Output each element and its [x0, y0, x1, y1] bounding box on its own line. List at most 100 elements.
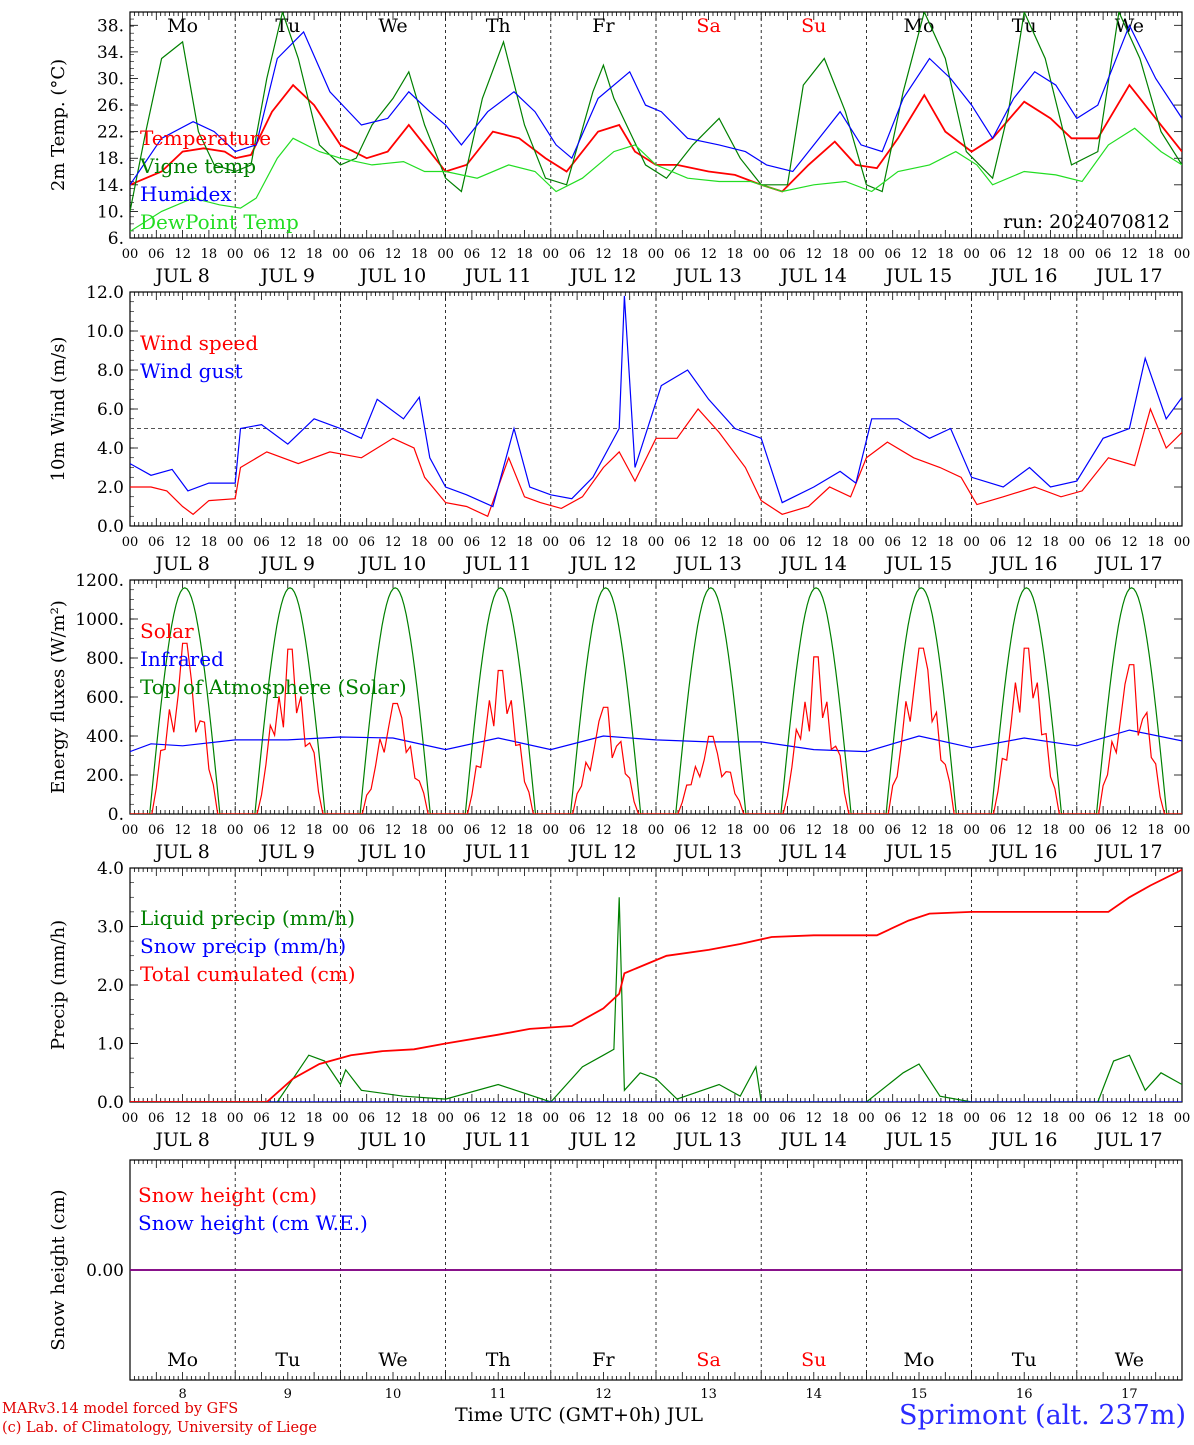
- hour-tick-label: 00: [1174, 535, 1191, 550]
- hour-tick-label: 00: [963, 823, 980, 838]
- hour-tick-label: 12: [280, 535, 297, 550]
- hour-tick-label: 00: [122, 1111, 139, 1126]
- date-label: JUL 16: [989, 841, 1057, 863]
- hour-tick-label: 18: [937, 247, 954, 262]
- date-label: JUL 10: [358, 553, 426, 575]
- hour-tick-label: 06: [779, 535, 796, 550]
- series-group: [130, 295, 1182, 518]
- hour-tick-label: 18: [201, 1111, 218, 1126]
- date-label: JUL 17: [1094, 841, 1162, 863]
- y-axis-title: Precip (mm/h): [48, 920, 69, 1050]
- hour-tick-label: 12: [595, 1111, 612, 1126]
- hour-tick-label: 00: [332, 247, 349, 262]
- weekday-label: Tu: [1012, 15, 1037, 37]
- hour-tick-label: 18: [621, 535, 638, 550]
- hour-tick-label: 06: [1095, 823, 1112, 838]
- hour-tick-label: 12: [700, 823, 717, 838]
- hour-tick-label: 12: [490, 823, 507, 838]
- day-number-label: 16: [1016, 1387, 1033, 1402]
- hour-tick-label: 00: [437, 247, 454, 262]
- hour-tick-label: 12: [911, 1111, 928, 1126]
- hour-tick-label: 06: [253, 1111, 270, 1126]
- hour-tick-label: 12: [385, 823, 402, 838]
- date-label: JUL 12: [568, 841, 636, 863]
- series-group: [130, 587, 1182, 814]
- hour-tick-label: 00: [1174, 1111, 1191, 1126]
- hour-tick-label: 00: [1174, 823, 1191, 838]
- hour-tick-label: 00: [543, 535, 560, 550]
- date-label: JUL 16: [989, 265, 1057, 287]
- y-tick-label: 1.0: [97, 1035, 124, 1055]
- weekday-label: Tu: [275, 1349, 300, 1371]
- hour-tick-label: 06: [674, 535, 691, 550]
- hour-tick-label: 18: [1042, 1111, 1059, 1126]
- y-tick-label: 2.0: [97, 976, 124, 996]
- hour-tick-label: 00: [227, 823, 244, 838]
- hour-tick-label: 18: [1147, 247, 1164, 262]
- date-label: JUL 8: [153, 553, 209, 575]
- hour-tick-label: 00: [858, 1111, 875, 1126]
- weekday-label: Fr: [592, 1349, 615, 1371]
- hour-tick-label: 00: [122, 823, 139, 838]
- hour-tick-label: 06: [148, 535, 165, 550]
- day-number-label: 13: [700, 1387, 717, 1402]
- series-line-infrared: [130, 729, 1182, 753]
- hour-tick-label: 06: [1095, 1111, 1112, 1126]
- hour-tick-label: 18: [727, 247, 744, 262]
- y-tick-label: 0.: [108, 805, 124, 825]
- panel-temp: 38. 34. 30. 26. 22. 18. 14. 10. 6. 2m Temp. (°C) 0…: [48, 11, 1190, 287]
- hour-tick-label: 00: [753, 247, 770, 262]
- hour-tick-label: 12: [806, 247, 823, 262]
- hour-tick-label: 12: [490, 1111, 507, 1126]
- hour-tick-label: 18: [621, 247, 638, 262]
- hour-tick-label: 18: [727, 535, 744, 550]
- hour-tick-label: 06: [990, 1111, 1007, 1126]
- y-tick-label: 4.0: [97, 859, 124, 879]
- hour-tick-label: 18: [621, 823, 638, 838]
- hour-tick-label: 12: [806, 1111, 823, 1126]
- hour-tick-label: 06: [990, 247, 1007, 262]
- date-label: JUL 11: [463, 841, 531, 863]
- date-label: JUL 15: [884, 841, 952, 863]
- series-line-liquid-precip-mm-h-: [130, 897, 1182, 1102]
- y-tick-label: 6.: [108, 229, 124, 249]
- date-label: JUL 15: [884, 265, 952, 287]
- weekday-label: Su: [801, 1349, 826, 1371]
- hour-tick-label: 06: [253, 247, 270, 262]
- legend-entry: Top of Atmosphere (Solar): [140, 675, 407, 699]
- hour-tick-label: 18: [1042, 823, 1059, 838]
- date-label: JUL 15: [884, 1129, 952, 1151]
- hour-tick-label: 00: [122, 247, 139, 262]
- hour-tick-label: 06: [779, 1111, 796, 1126]
- hour-tick-label: 18: [201, 247, 218, 262]
- hour-tick-label: 18: [201, 823, 218, 838]
- weekday-label: We: [378, 15, 407, 37]
- hour-tick-label: 06: [990, 535, 1007, 550]
- date-label: JUL 8: [153, 265, 209, 287]
- y-tick-label: 6.0: [97, 400, 124, 420]
- hour-tick-label: 00: [543, 1111, 560, 1126]
- hour-tick-label: 00: [648, 1111, 665, 1126]
- hour-tick-label: 00: [227, 535, 244, 550]
- date-label: JUL 14: [779, 841, 847, 863]
- day-number-label: 9: [284, 1387, 292, 1402]
- date-label: JUL 16: [989, 1129, 1057, 1151]
- legend-entry: Total cumulated (cm): [140, 962, 356, 986]
- day-number-label: 11: [490, 1387, 507, 1402]
- panel-snow: 0.00 Snow height (cm) Mo Tu We Th Fr Sa Su Mo Tu We…: [48, 1159, 1183, 1402]
- hour-tick-label: 00: [227, 247, 244, 262]
- hour-tick-label: 00: [963, 535, 980, 550]
- hour-tick-label: 06: [884, 247, 901, 262]
- hour-tick-label: 00: [437, 535, 454, 550]
- hour-tick-label: 12: [174, 823, 191, 838]
- legend-entry: Infrared: [140, 647, 224, 671]
- hour-tick-label: 06: [1095, 247, 1112, 262]
- credit-line-1: MARv3.14 model forced by GFS: [2, 1401, 239, 1417]
- hour-tick-label: 12: [1016, 535, 1033, 550]
- hour-tick-label: 12: [385, 247, 402, 262]
- y-tick-label: 400.: [86, 727, 124, 747]
- y-tick-label: 34.: [97, 43, 124, 63]
- hour-tick-label: 06: [148, 247, 165, 262]
- date-label: JUL 13: [673, 265, 741, 287]
